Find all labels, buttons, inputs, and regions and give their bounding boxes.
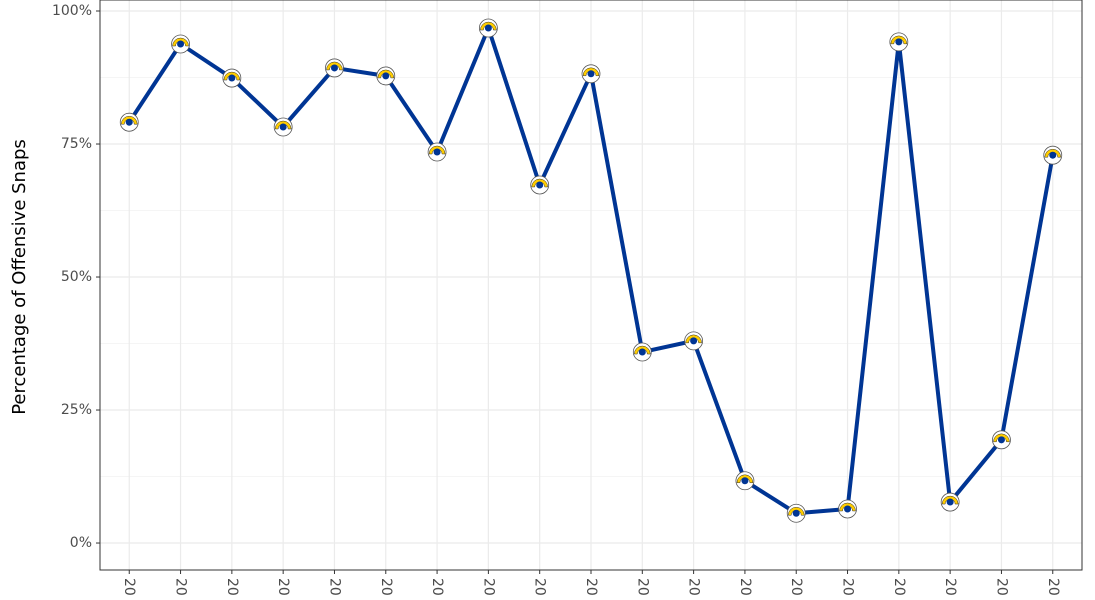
x-tick-label: 20: [737, 578, 753, 596]
point-marker: [632, 342, 652, 362]
marker-horn: [172, 37, 189, 47]
marker-center: [1049, 151, 1057, 159]
point-marker: [1043, 145, 1063, 165]
point-marker: [889, 32, 909, 52]
marker-center: [844, 505, 852, 513]
x-tick-label: 20: [326, 578, 342, 596]
marker-center: [895, 38, 903, 46]
marker-horn: [120, 116, 138, 125]
y-axis-title: Percentage of Offensive Snaps: [9, 139, 30, 415]
point-marker: [735, 471, 755, 491]
x-tick-label: 20: [429, 578, 445, 596]
marker-horn: [480, 21, 497, 31]
point-marker: [992, 430, 1011, 450]
point-marker: [478, 18, 498, 38]
point-marker: [119, 112, 139, 132]
marker-horn: [787, 507, 805, 516]
x-tick-label: 20: [173, 578, 189, 596]
marker-center: [536, 181, 544, 189]
point-marker: [838, 499, 857, 519]
y-tick-label: 75%: [61, 136, 92, 152]
marker-horn: [223, 71, 241, 81]
point-marker: [530, 175, 550, 195]
x-tick-label: 20: [1045, 578, 1061, 596]
marker-horn: [428, 145, 446, 155]
marker-center: [279, 123, 287, 131]
marker-center: [997, 436, 1005, 444]
point-marker: [222, 68, 242, 88]
marker-center: [177, 40, 185, 48]
point-marker: [427, 142, 447, 162]
marker-horn: [634, 345, 651, 355]
marker-horn: [326, 61, 343, 71]
marker-center: [484, 24, 492, 32]
marker-horn: [685, 334, 702, 344]
marker-center: [125, 118, 133, 126]
point-marker: [786, 503, 806, 523]
y-tick-label: 25%: [61, 402, 92, 418]
point-marker: [581, 64, 601, 84]
x-tick-label: 20: [275, 578, 291, 596]
x-tick-label: 20: [788, 578, 804, 596]
marker-horn: [890, 35, 908, 45]
marker-center: [946, 498, 954, 506]
point-marker: [325, 58, 344, 78]
x-tick-label: 20: [891, 578, 907, 596]
marker-horn: [531, 178, 548, 188]
marker-center: [382, 72, 390, 80]
marker-horn: [941, 495, 959, 505]
marker-horn: [377, 69, 395, 79]
marker-horn: [1044, 149, 1062, 158]
marker-center: [228, 74, 236, 82]
x-tick-label: 20: [686, 578, 702, 596]
x-tick-label: 20: [840, 578, 856, 596]
marker-center: [638, 348, 646, 356]
point-marker: [940, 492, 960, 512]
point-marker: [273, 117, 293, 137]
marker-horn: [274, 120, 292, 130]
point-marker: [376, 66, 396, 86]
marker-center: [690, 337, 698, 345]
y-tick-label: 50%: [61, 269, 92, 285]
marker-center: [792, 509, 800, 517]
x-tick-label: 20: [480, 578, 496, 596]
marker-center: [330, 64, 338, 72]
plot-border: [99, 0, 1083, 571]
marker-center: [587, 70, 595, 78]
x-tick-label: 20: [942, 578, 958, 596]
x-tick-label: 20: [378, 578, 394, 596]
x-tick-label: 20: [634, 578, 650, 596]
x-tick-label: 20: [224, 578, 240, 596]
marker-center: [741, 477, 749, 485]
y-tick-label: 0%: [70, 535, 92, 551]
marker-horn: [993, 433, 1010, 443]
marker-center: [433, 148, 441, 156]
y-tick-label: 100%: [52, 3, 92, 19]
x-tick-label: 20: [532, 578, 548, 596]
marker-horn: [736, 474, 754, 484]
x-tick-label: 20: [993, 578, 1009, 596]
point-marker: [171, 34, 190, 54]
x-tick-label: 20: [121, 578, 137, 596]
marker-horn: [582, 67, 600, 77]
x-tick-label: 20: [583, 578, 599, 596]
point-marker: [684, 331, 704, 351]
marker-horn: [839, 502, 856, 512]
